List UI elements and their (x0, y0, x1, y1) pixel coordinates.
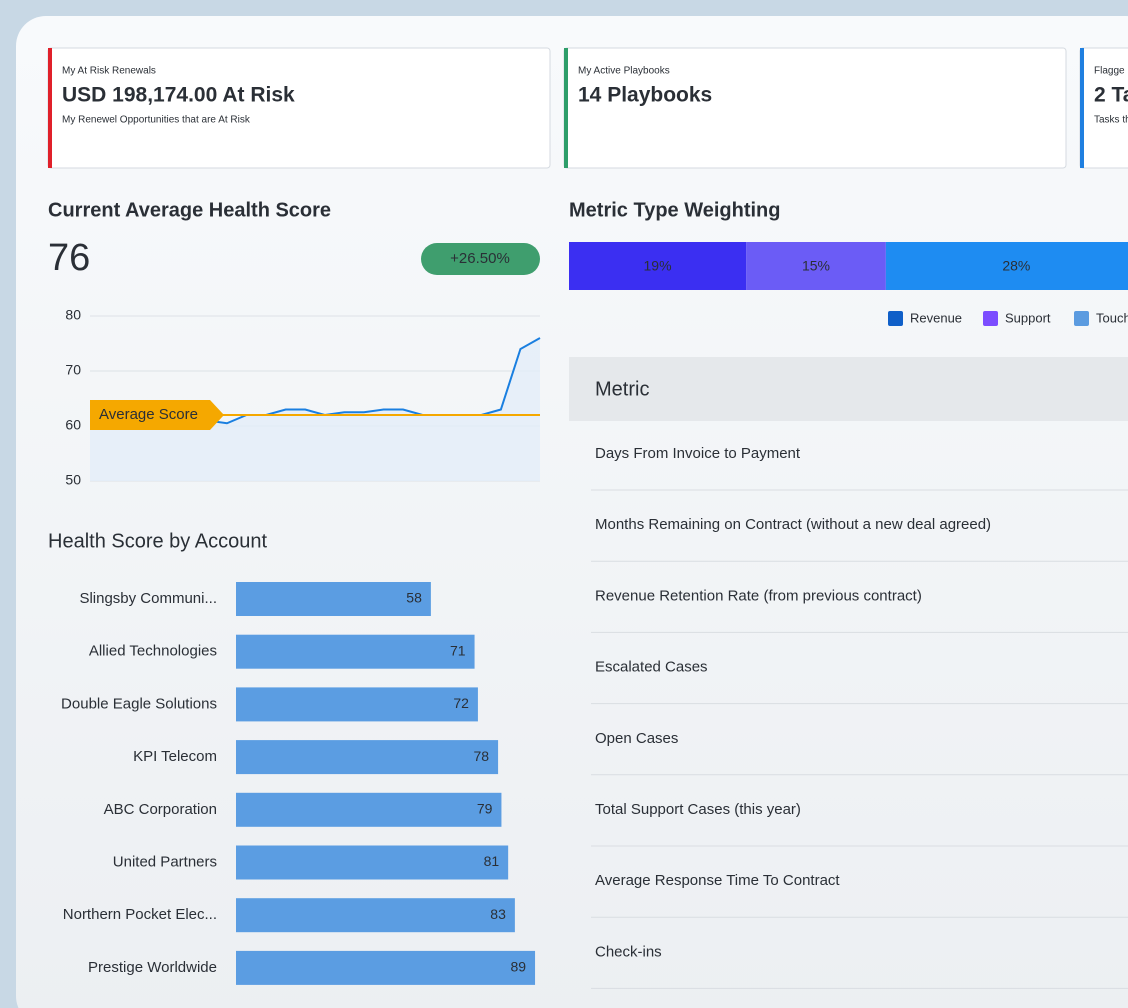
chart-title: Metric Type Weighting (569, 199, 781, 221)
y-tick-label: 70 (65, 362, 81, 378)
bar-value: 71 (450, 642, 466, 658)
table-cell: Revenue Retention Rate (from previous co… (595, 587, 922, 604)
bar (236, 687, 478, 722)
account-label: Double Eagle Solutions (61, 695, 217, 712)
bar (236, 950, 536, 985)
segment-label: 28% (1002, 258, 1030, 274)
y-tick-label: 60 (65, 417, 81, 433)
weight-segment (569, 242, 747, 290)
segment-label: 19% (644, 258, 672, 274)
table-cell: Escalated Cases (595, 659, 708, 676)
card-label: Flagge (1094, 66, 1125, 77)
table-cell: Months Remaining on Contract (without a … (595, 516, 991, 533)
legend-label: Revenue (910, 310, 962, 325)
table-cell: Total Support Cases (this year) (595, 801, 801, 818)
table-cell: Check-ins (595, 943, 662, 960)
bar (236, 845, 509, 880)
bar-value: 89 (510, 959, 526, 975)
card-value: 14 Playbooks (578, 84, 712, 107)
weight-segment (885, 242, 1128, 290)
table-header-text: Metric (595, 378, 649, 400)
legend-label: Touch (1096, 310, 1128, 325)
card-description: Tasks th (1094, 115, 1128, 126)
bar-value: 79 (477, 801, 493, 817)
bar (236, 740, 499, 775)
card-label: My Active Playbooks (578, 66, 670, 77)
bar (236, 582, 431, 616)
line-area (90, 338, 540, 481)
bar-value: 83 (490, 906, 506, 922)
table-header (569, 357, 1128, 421)
card-value: USD 198,174.00 At Risk (62, 84, 295, 107)
legend-label: Support (1005, 310, 1051, 325)
change-badge (421, 243, 540, 275)
legend-swatch (983, 311, 998, 326)
card-description: My Renewel Opportunities that are At Ris… (62, 115, 251, 126)
account-label: KPI Telecom (133, 748, 217, 765)
bar-value: 58 (406, 590, 422, 606)
card-label: My At Risk Renewals (62, 66, 156, 77)
average-tag (90, 400, 224, 430)
card-accent (48, 48, 52, 168)
account-label: ABC Corporation (104, 801, 217, 818)
legend-swatch (1074, 311, 1089, 326)
bar (236, 634, 475, 669)
account-label: Northern Pocket Elec... (63, 906, 217, 923)
segment-label: 15% (802, 258, 830, 274)
card-value: 2 Ta (1094, 84, 1128, 107)
bar-value: 81 (484, 853, 500, 869)
chart-title: Health Score by Account (48, 530, 267, 552)
bar-value: 72 (453, 695, 469, 711)
account-label: Prestige Worldwide (88, 959, 217, 976)
account-label: Slingsby Communi... (79, 590, 217, 607)
account-label: Allied Technologies (89, 643, 217, 660)
y-tick-label: 80 (65, 307, 81, 323)
chart-title: Current Average Health Score (48, 199, 331, 221)
legend-swatch (888, 311, 903, 326)
current-score: 76 (48, 237, 90, 279)
bar-value: 78 (474, 748, 490, 764)
y-tick-label: 50 (65, 472, 81, 488)
account-label: United Partners (113, 853, 217, 870)
table-cell: Open Cases (595, 730, 678, 747)
average-label: Average Score (99, 406, 198, 423)
bar (236, 792, 502, 827)
bar (236, 898, 515, 933)
card-accent (564, 48, 568, 168)
table-cell: Days From Invoice to Payment (595, 445, 801, 462)
table-cell: Average Response Time To Contract (595, 872, 840, 889)
card-accent (1080, 48, 1084, 168)
change-text: +26.50% (450, 250, 510, 267)
weight-segment (746, 242, 886, 290)
